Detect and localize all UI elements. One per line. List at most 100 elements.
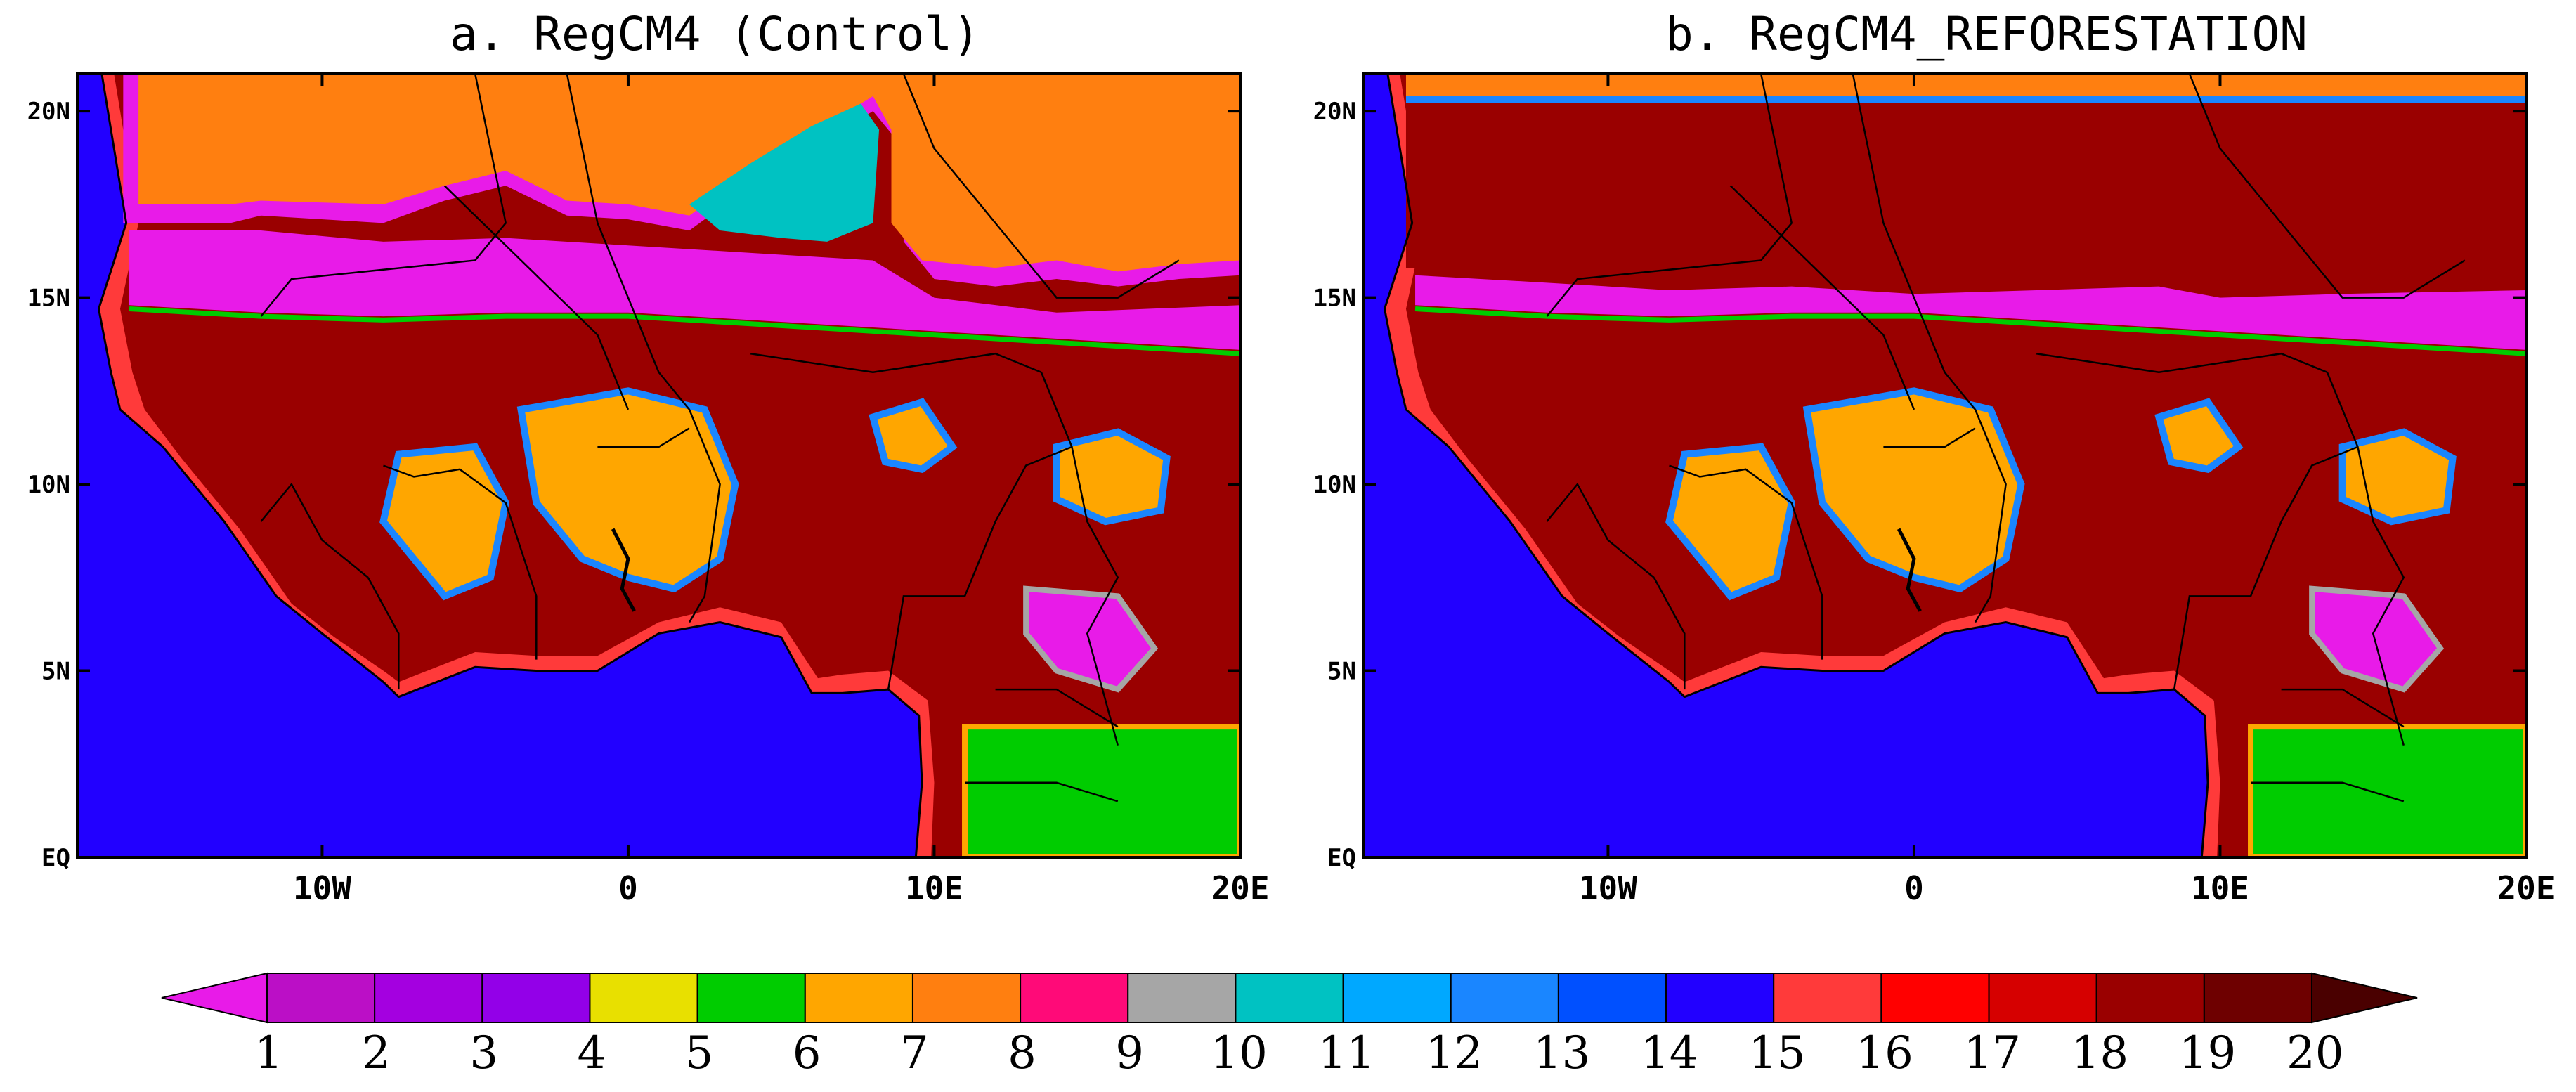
- lon-label: 10E: [2191, 869, 2249, 907]
- lat-label: 10N: [27, 471, 70, 499]
- country-border: [1546, 74, 1793, 317]
- colorbar-box: [1988, 973, 2097, 1023]
- shrub-patch-se: [1023, 585, 1159, 693]
- lat-label: 10N: [1313, 471, 1356, 499]
- colorbar-box: [696, 973, 806, 1023]
- country-border: [1883, 427, 1976, 448]
- country-border: [750, 352, 1042, 374]
- colorbar-arrow-left: [161, 972, 268, 1024]
- colorbar-label: 14: [1641, 1027, 1698, 1079]
- colorbar-box: [374, 973, 483, 1023]
- savanna-patch-1: [379, 443, 510, 601]
- colorbar-label: 10: [1210, 1027, 1268, 1079]
- colorbar-box: [2095, 973, 2205, 1023]
- colorbar-label: 7: [899, 1027, 929, 1079]
- colorbar-box: [804, 973, 913, 1023]
- colorbar-label: 5: [684, 1027, 714, 1079]
- colorbar-label: 15: [1748, 1027, 1806, 1079]
- savanna-patch-2: [516, 387, 739, 593]
- grass-contour: [1414, 306, 2526, 356]
- country-border: [902, 74, 1180, 299]
- country-border: [2281, 688, 2405, 728]
- desert: [138, 74, 1240, 272]
- savanna-patch-2: [1802, 387, 2025, 593]
- country-border: [1653, 577, 1686, 690]
- shrub-zone: [1415, 275, 2526, 350]
- lon-label: 0: [618, 869, 638, 907]
- coastline: [97, 74, 923, 857]
- savanna-patch-1: [1665, 443, 1796, 601]
- colorbar-box: [1557, 973, 1667, 1023]
- colorbar-label: 12: [1425, 1027, 1483, 1079]
- savanna-patch-4: [869, 398, 958, 474]
- country-border: [965, 781, 1119, 802]
- colorbar-box: [1020, 973, 1129, 1023]
- lat-label: 15N: [1313, 285, 1356, 313]
- lon-label: 10W: [293, 869, 351, 907]
- colorbar-label: 8: [1008, 1027, 1036, 1079]
- colorbar-label: 4: [577, 1027, 606, 1079]
- colorbar-label: 1: [254, 1027, 283, 1079]
- colorbar-label: 9: [1115, 1027, 1144, 1079]
- country-border: [1669, 464, 1823, 660]
- colorbar-box: [1665, 973, 1775, 1023]
- colorbar-label: 3: [469, 1027, 499, 1079]
- panel-a-title: a. RegCM4 (Control): [450, 7, 980, 61]
- band-edge: [1405, 96, 2526, 103]
- country-border: [1852, 74, 2007, 623]
- lat-label: EQ: [1327, 844, 1356, 872]
- forest-band: [1405, 74, 2526, 268]
- lon-label: 20E: [2497, 869, 2555, 907]
- country-border: [2326, 372, 2405, 746]
- country-border: [443, 185, 630, 410]
- colorbar-label: 2: [362, 1027, 391, 1079]
- colorbar-box: [589, 973, 698, 1023]
- lat-label: 5N: [41, 658, 70, 686]
- shrub-zone: [129, 230, 1240, 350]
- colorbar-box: [911, 973, 1022, 1023]
- colorbar: [161, 972, 2418, 1024]
- country-border: [995, 688, 1119, 728]
- country-border: [597, 427, 690, 448]
- country-border: [260, 74, 507, 317]
- country-border: [1729, 185, 1915, 410]
- lat-label: 5N: [1327, 658, 1356, 686]
- colorbar-box: [1127, 973, 1237, 1023]
- colorbar-label: 19: [2178, 1027, 2237, 1079]
- country-border: [2188, 74, 2466, 299]
- country-border: [887, 446, 1072, 690]
- colorbar-box: [481, 973, 591, 1023]
- panel-a-map: 20N 15N 10N 5N EQ 10W 0 10E 20E: [27, 72, 1270, 907]
- lake-volta: [1897, 528, 1922, 612]
- colorbar-label: 20: [2286, 1027, 2344, 1079]
- lat-label: 20N: [27, 98, 70, 126]
- plot-frame: [1362, 72, 2528, 859]
- savanna-patch-3: [1053, 428, 1171, 526]
- colorbar-label: 18: [2071, 1027, 2129, 1079]
- colorbar-label: 17: [1963, 1027, 2021, 1079]
- country-border: [383, 464, 538, 660]
- map-field: [77, 74, 1240, 857]
- country-border: [2251, 781, 2405, 802]
- lon-label: 0: [1904, 869, 1924, 907]
- desert-strip: [1405, 74, 2526, 96]
- colorbar-box: [1235, 973, 1344, 1023]
- colorbar-box: [266, 973, 376, 1023]
- colorbar-label: 16: [1856, 1027, 1913, 1079]
- country-border: [1546, 482, 1655, 578]
- colorbar-box: [1880, 973, 1990, 1023]
- colorbar-label: 11: [1318, 1027, 1376, 1079]
- colorbar-label: 13: [1533, 1027, 1591, 1079]
- country-border: [367, 577, 400, 690]
- plot-frame: [76, 72, 1242, 859]
- panel-b-map: 20N 15N 10N 5N EQ 10W 0 10E 20E: [1313, 72, 2556, 907]
- grass-contour: [129, 306, 1240, 356]
- lat-label: 15N: [27, 285, 70, 313]
- lake-volta: [611, 528, 636, 612]
- lon-label: 20E: [1211, 869, 1269, 907]
- semidesert-patch: [689, 103, 880, 242]
- map-field: [1363, 74, 2526, 857]
- country-border: [2173, 446, 2358, 690]
- grass-region: [2248, 724, 2526, 857]
- colorbar-box: [1773, 973, 1882, 1023]
